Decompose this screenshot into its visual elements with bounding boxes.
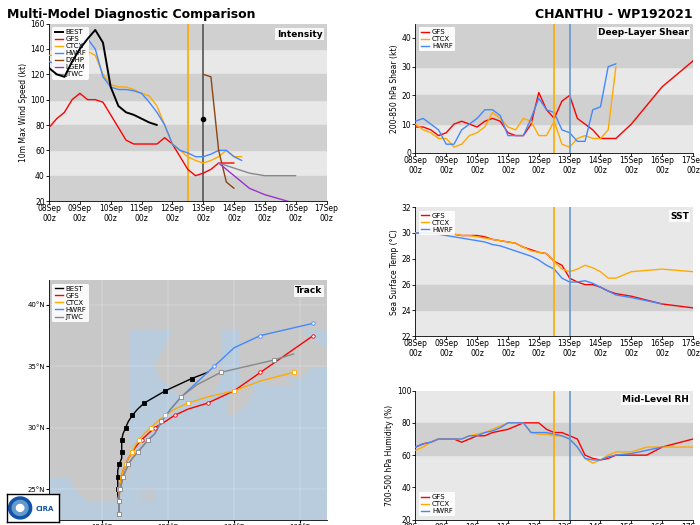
Legend: BEST, GFS, CTCX, HWRF, JTWC: BEST, GFS, CTCX, HWRF, JTWC [52, 284, 89, 322]
Polygon shape [155, 299, 220, 397]
Text: CHANTHU - WP192021: CHANTHU - WP192021 [536, 8, 693, 21]
Polygon shape [49, 280, 327, 329]
Bar [49, 125, 327, 150]
Polygon shape [49, 280, 135, 501]
Y-axis label: 200-850 hPa Shear (kt): 200-850 hPa Shear (kt) [390, 44, 399, 132]
Y-axis label: 10m Max Wind Speed (kt): 10m Max Wind Speed (kt) [19, 63, 27, 162]
Polygon shape [228, 385, 254, 415]
Legend: GFS, CTCX, HWRF: GFS, CTCX, HWRF [419, 27, 455, 51]
Polygon shape [49, 329, 128, 477]
Text: CIRA: CIRA [36, 507, 55, 512]
Legend: BEST, GFS, CTCX, HWRF, DSHP, LGEM, JTWC: BEST, GFS, CTCX, HWRF, DSHP, LGEM, JTWC [52, 27, 89, 79]
Y-axis label: Sea Surface Temp (°C): Sea Surface Temp (°C) [390, 229, 399, 314]
Polygon shape [17, 505, 24, 511]
Bar [49, 24, 327, 49]
Legend: GFS, CTCX, HWRF: GFS, CTCX, HWRF [419, 211, 455, 235]
Bar [415, 423, 693, 455]
Polygon shape [13, 500, 28, 516]
Y-axis label: 700-500 hPa Humidity (%): 700-500 hPa Humidity (%) [385, 405, 394, 506]
Text: Intensity: Intensity [276, 30, 323, 39]
Text: Track: Track [295, 286, 323, 295]
Bar [415, 96, 693, 124]
Text: Deep-Layer Shear: Deep-Layer Shear [598, 28, 689, 37]
Bar [415, 285, 693, 310]
Text: SST: SST [670, 212, 689, 220]
Polygon shape [141, 489, 155, 501]
Polygon shape [8, 497, 32, 519]
Bar [49, 75, 327, 100]
Polygon shape [241, 305, 327, 385]
Bar [415, 24, 693, 67]
Text: Mid-Level RH: Mid-Level RH [622, 395, 689, 404]
Polygon shape [102, 477, 122, 501]
Legend: GFS, CTCX, HWRF: GFS, CTCX, HWRF [419, 492, 455, 516]
Text: Multi-Model Diagnostic Comparison: Multi-Model Diagnostic Comparison [7, 8, 256, 21]
Bar [49, 176, 327, 201]
Polygon shape [267, 379, 293, 385]
